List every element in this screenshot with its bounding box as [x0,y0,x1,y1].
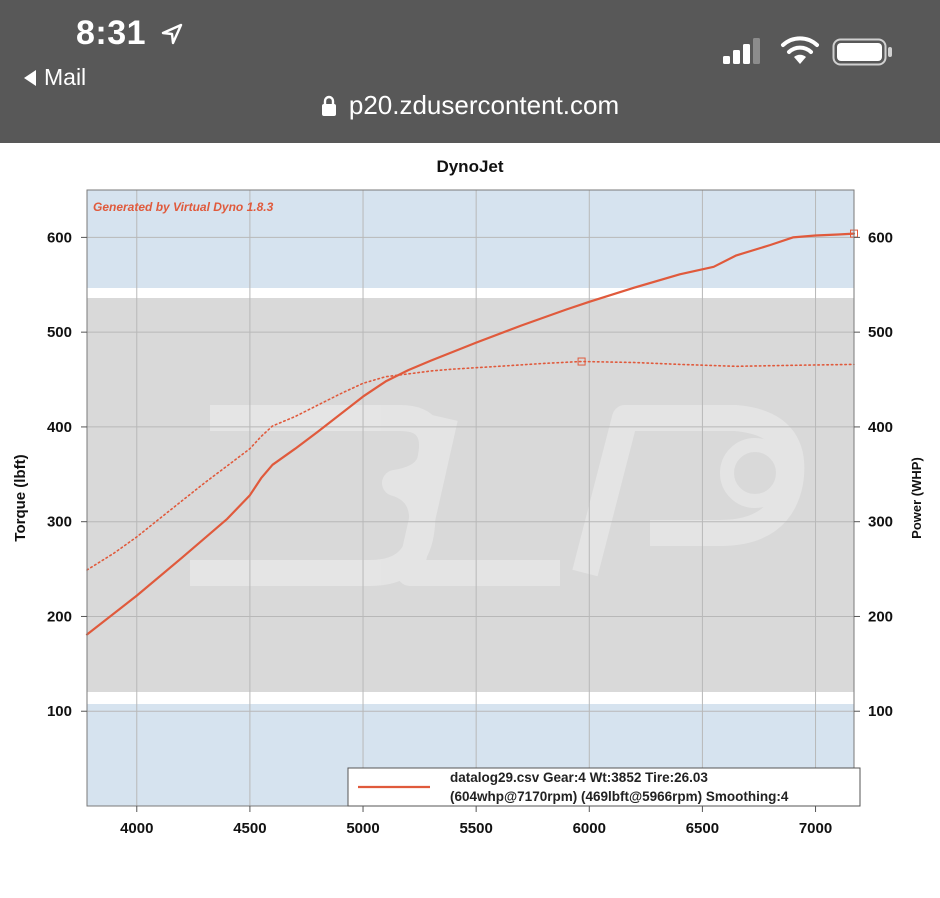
y-tick-label-right: 600 [868,229,893,246]
band-gap-bottom [87,692,854,704]
y-tick-label-right: 500 [868,324,893,341]
y-tick-label-left: 300 [47,514,72,531]
clock: 8:31 [76,14,147,52]
location-arrow-icon [161,23,183,45]
y-tick-label-right: 300 [868,514,893,531]
bp-watermark-logo [190,405,805,586]
band-gap-top [87,288,854,298]
x-tick-label: 4000 [120,820,153,837]
legend-line-2: (604whp@7170rpm) (469lbft@5966rpm) Smoot… [450,789,789,804]
y-tick-label-left: 500 [47,324,72,341]
generated-by-label: Generated by Virtual Dyno 1.8.3 [93,200,274,214]
legend-box [347,767,861,807]
axis-ticks: 4000 4500 5000 5500 6000 6500 7000 100 200 300 400… [47,229,893,837]
back-arrow-icon [24,69,36,86]
address-bar[interactable]: p20.zdusercontent.com [0,90,940,121]
legend-line-1: datalog29.csv Gear:4 Wt:3852 Tire:26.03 [450,770,708,785]
lock-icon [321,95,336,116]
status-bar: 8:31 Mail p20.zdusercontent.com [0,0,940,143]
x-tick-label: 6000 [573,820,606,837]
x-tick-label: 5500 [459,820,492,837]
chart-title: DynoJet [436,157,503,176]
legend: datalog29.csv Gear:4 Wt:3852 Tire:26.03 … [347,767,861,807]
y-tick-label-left: 600 [47,229,72,246]
back-label: Mail [44,64,87,90]
y-tick-label-left: 100 [47,703,72,720]
band-top [87,190,854,288]
y-tick-label-left: 200 [47,608,72,625]
back-to-mail-link[interactable]: Mail [24,64,86,91]
battery-icon [832,38,892,66]
torque-curve [86,360,855,571]
x-tick-label: 6500 [686,820,719,837]
peak-marker [577,357,586,366]
grid-lines [87,190,854,806]
url-text: p20.zdusercontent.com [348,90,620,120]
y-tick-label-right: 200 [868,608,893,625]
band-middle [87,298,854,692]
y-axis-right-label: Power (WHP) [909,457,924,539]
y-axis-left-label: Torque (lbft) [12,454,29,541]
x-tick-label: 5000 [346,820,379,837]
signal-icon [723,38,760,64]
wifi-icon [781,36,819,64]
x-tick-label: 4500 [233,820,266,837]
x-tick-label: 7000 [799,820,832,837]
y-tick-label-left: 400 [47,419,72,436]
y-tick-label-right: 400 [868,419,893,436]
y-tick-label-right: 100 [868,703,893,720]
power-curve [85,232,856,636]
dyno-chart: DynoJet Generated by Virtual Dyno 1.8.3 … [12,157,924,837]
